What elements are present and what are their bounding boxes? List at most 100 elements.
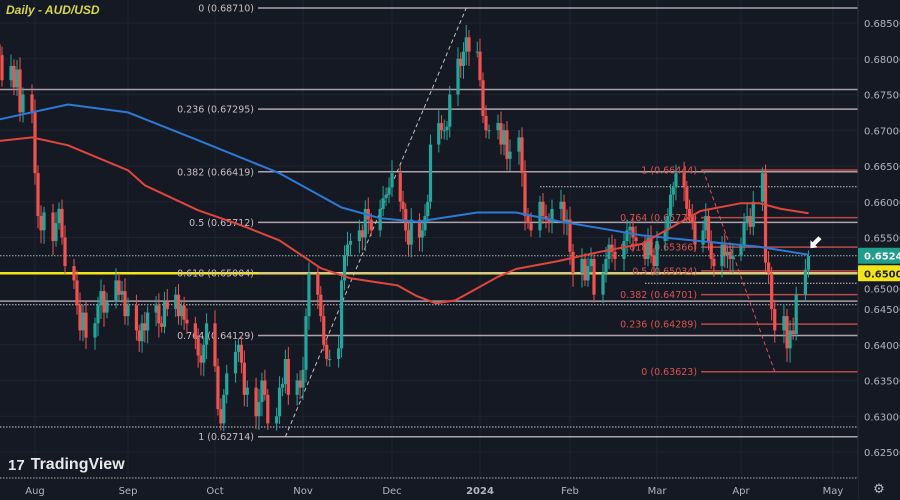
candle (179, 299, 183, 326)
candle (176, 283, 181, 325)
candle (731, 243, 735, 274)
candle-body (406, 230, 411, 245)
candle-body (18, 69, 22, 113)
candle-body (464, 37, 468, 52)
fib-level-label: 0.618 (0.65004) (177, 268, 254, 279)
candle-body (604, 258, 608, 274)
candle-body (693, 223, 697, 245)
candle (481, 72, 485, 124)
candle (216, 358, 220, 416)
candle (360, 224, 364, 251)
candle-body (487, 130, 491, 132)
candle (655, 231, 659, 276)
candle (325, 338, 329, 367)
candle (390, 160, 394, 197)
candle (517, 130, 521, 165)
candle (526, 208, 530, 229)
fib-level-label: 0.5 (0.65034) (632, 266, 697, 277)
candle (219, 398, 223, 431)
candle-body (685, 187, 689, 209)
gear-icon[interactable]: ⚙ (873, 482, 885, 497)
candle (21, 87, 25, 123)
candle (634, 226, 638, 247)
candle-body (202, 344, 206, 363)
candle (767, 251, 771, 284)
candle-body (663, 230, 667, 242)
candle (283, 349, 287, 394)
candle-body (298, 380, 302, 388)
candle (445, 120, 449, 141)
candle (42, 206, 46, 244)
candle (357, 219, 361, 254)
candle (266, 389, 270, 430)
candle-body (99, 291, 103, 306)
candle-body (785, 316, 789, 349)
candle-body (437, 123, 441, 145)
candle-body (348, 241, 353, 245)
candle-body (257, 401, 261, 417)
candle-body (448, 94, 452, 127)
x-tick-label: Feb (561, 486, 579, 497)
candle-body (193, 323, 197, 338)
x-tick-label: Oct (206, 486, 223, 497)
candle-body (794, 294, 798, 335)
candle-body (123, 291, 127, 317)
candle-body (583, 258, 587, 281)
fib-level-label: 0.618 (0.65366) (620, 243, 697, 254)
candle (199, 343, 203, 376)
candle-body (484, 115, 488, 131)
candle-body (295, 380, 299, 395)
candle-body (283, 359, 287, 385)
candle-body (586, 266, 590, 281)
candle (685, 181, 689, 224)
candle-body (628, 226, 632, 231)
candle-body (428, 144, 433, 202)
candle (0, 44, 1, 56)
candle (467, 30, 471, 66)
candle-body (165, 301, 169, 309)
candle-body (126, 305, 130, 317)
candle-body (601, 273, 605, 295)
y-tick-label: 0.62500 (864, 448, 900, 459)
candle (589, 247, 593, 274)
candle-body (266, 394, 270, 424)
candle (162, 291, 167, 334)
candle-body (54, 223, 58, 242)
candle-body (21, 94, 25, 113)
candle (213, 310, 217, 372)
candle-body (517, 137, 521, 152)
candle-body (307, 273, 311, 317)
fib-level-label: 0 (0.68710) (198, 3, 254, 14)
candle (475, 41, 479, 58)
candle-body (687, 208, 692, 217)
candle (225, 364, 229, 404)
candle (625, 219, 629, 254)
candle-body (701, 230, 705, 245)
candle (706, 208, 711, 251)
candle-body (196, 337, 200, 356)
fib-level-label: 0.764 (0.65778) (620, 213, 697, 224)
candle (725, 245, 730, 269)
price-label-badge: 0.65245 (858, 247, 900, 264)
candle (693, 216, 697, 252)
candle-body (420, 230, 424, 238)
candle-body (751, 201, 755, 227)
candle (803, 258, 807, 302)
candle-body (622, 241, 626, 259)
candle (406, 221, 411, 257)
candle-body (409, 219, 413, 245)
candle (102, 284, 106, 327)
candle (770, 266, 774, 321)
candle (381, 186, 385, 217)
candle-body (541, 201, 545, 217)
candle (254, 377, 258, 430)
